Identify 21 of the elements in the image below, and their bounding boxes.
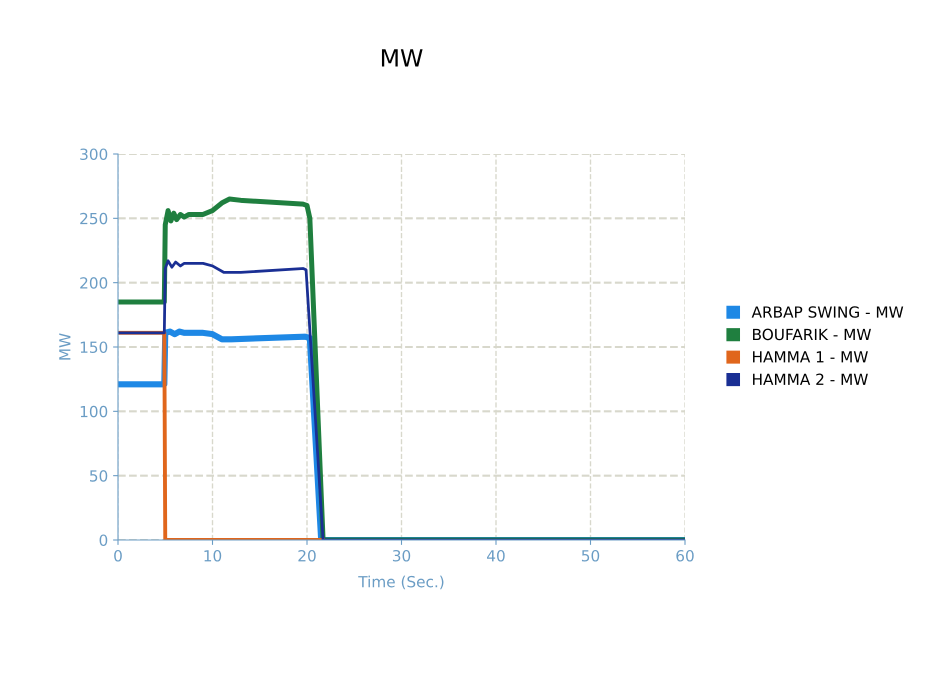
x-tick-label: 20 (298, 550, 316, 562)
y-tick-label: 0 (100, 534, 108, 546)
y-tick-label: 100 (80, 406, 108, 418)
x-tick-label: 50 (582, 550, 600, 562)
y-tick-label: 200 (80, 277, 108, 289)
y-axis-title: MW (59, 333, 70, 360)
legend-label: HAMMA 2 - MW (753, 374, 868, 385)
y-tick-label: 150 (80, 341, 108, 354)
y-tick-label: 250 (80, 212, 108, 224)
y-tick-label: 50 (90, 470, 108, 482)
x-tick-label: 60 (676, 550, 694, 562)
legend-label: BOUFARIK - MW (753, 328, 871, 340)
chart-title: MW (382, 49, 423, 67)
legend-label: HAMMA 1 - MW (753, 351, 868, 362)
legend-label: ARBAP SWING - MW (752, 306, 904, 318)
y-tick-label: 300 (80, 148, 108, 160)
x-tick-label: 0 (114, 550, 122, 562)
x-axis-title: Time (Sec.) (358, 576, 444, 590)
x-tick-label: 10 (204, 550, 222, 562)
x-tick-label: 40 (487, 550, 505, 562)
x-tick-label: 30 (392, 550, 410, 562)
